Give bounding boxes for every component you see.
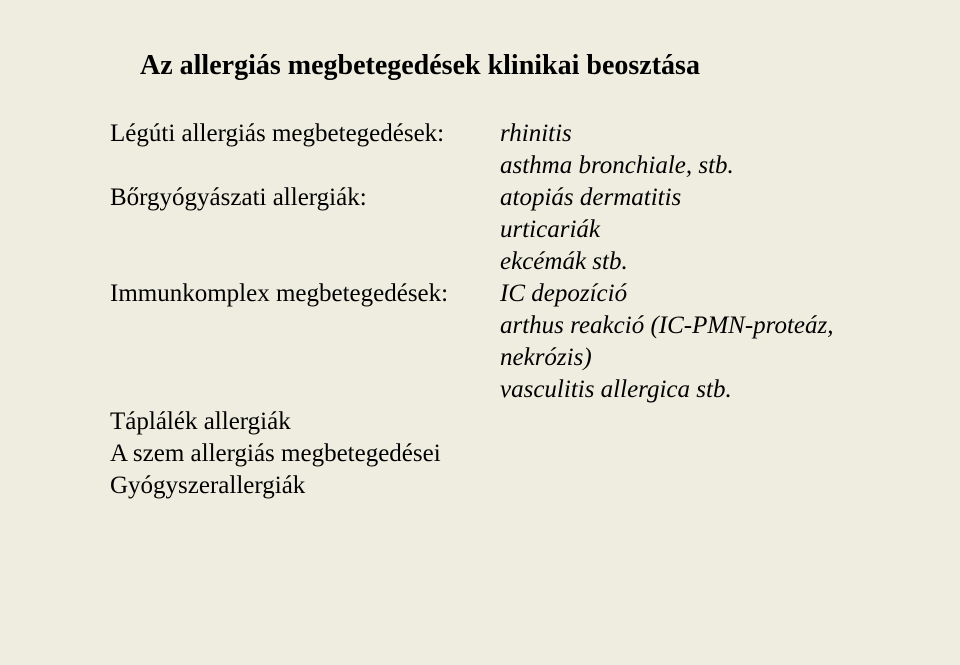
value-immun-0: IC depozíció: [500, 280, 627, 308]
label-blank-1: [110, 216, 500, 244]
row-derm-3: ekcémák stb.: [110, 248, 890, 276]
value-immun-3: vasculitis allergica stb.: [500, 376, 732, 404]
row-immun: Immunkomplex megbetegedések: IC depozíci…: [110, 280, 890, 308]
label-drug: Gyógyszerallergiák: [110, 472, 500, 500]
row-food: Táplálék allergiák: [110, 408, 890, 436]
value-immun-2: nekrózis): [500, 344, 592, 372]
row-immun-4: vasculitis allergica stb.: [110, 376, 890, 404]
label-immun: Immunkomplex megbetegedések:: [110, 280, 500, 308]
row-drug: Gyógyszerallergiák: [110, 472, 890, 500]
label-food: Táplálék allergiák: [110, 408, 500, 436]
value-derm-2: ekcémák stb.: [500, 248, 628, 276]
value-derm-1: urticariák: [500, 216, 600, 244]
row-respiratory-2: asthma bronchiale, stb.: [110, 152, 890, 180]
slide-title: Az allergiás megbetegedések klinikai beo…: [140, 50, 890, 82]
row-derm: Bőrgyógyászati allergiák: atopiás dermat…: [110, 184, 890, 212]
row-eye: A szem allergiás megbetegedései: [110, 440, 890, 468]
row-immun-2: arthus reakció (IC-PMN-proteáz,: [110, 312, 890, 340]
label-eye: A szem allergiás megbetegedései: [110, 440, 500, 468]
row-respiratory: Légúti allergiás megbetegedések: rhiniti…: [110, 120, 890, 148]
label-blank-0: [110, 152, 500, 180]
row-immun-3: nekrózis): [110, 344, 890, 372]
value-respiratory-1: asthma bronchiale, stb.: [500, 152, 734, 180]
label-blank-2: [110, 248, 500, 276]
label-blank-3: [110, 312, 500, 340]
value-respiratory-0: rhinitis: [500, 120, 572, 148]
row-derm-2: urticariák: [110, 216, 890, 244]
label-derm: Bőrgyógyászati allergiák:: [110, 184, 500, 212]
label-respiratory: Légúti allergiás megbetegedések:: [110, 120, 500, 148]
value-derm-0: atopiás dermatitis: [500, 184, 681, 212]
value-immun-1: arthus reakció (IC-PMN-proteáz,: [500, 312, 834, 340]
slide-container: Az allergiás megbetegedések klinikai beo…: [0, 0, 960, 665]
label-blank-5: [110, 376, 500, 404]
label-blank-4: [110, 344, 500, 372]
